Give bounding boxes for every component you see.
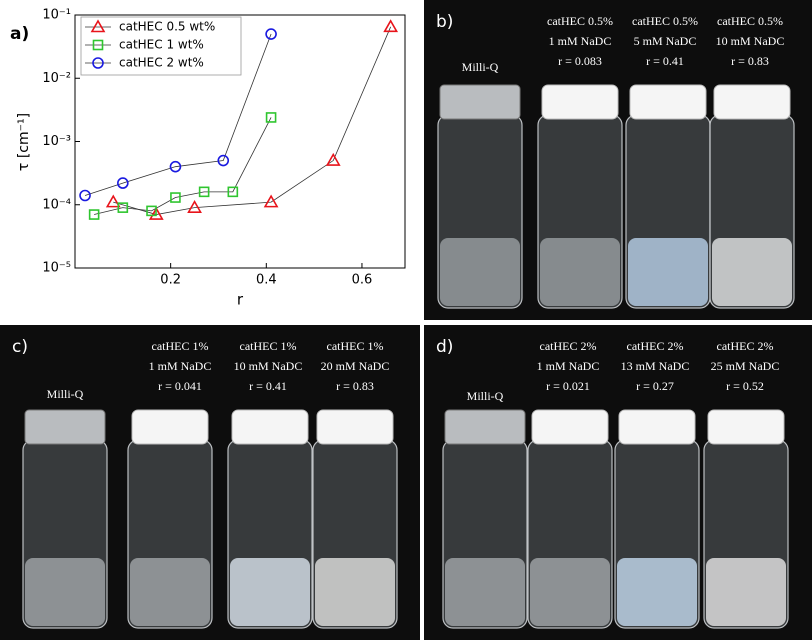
sample-caption: 1 mM NaDC	[549, 34, 612, 48]
panel-label: b)	[436, 12, 453, 32]
vial-cap	[629, 84, 707, 120]
legend-label: catHEC 2 wt%	[119, 56, 204, 70]
reference-label: Milli-Q	[47, 387, 84, 401]
marker	[117, 202, 129, 213]
reference-label: Milli-Q	[462, 60, 499, 74]
sample-caption: catHEC 1%	[152, 339, 209, 353]
sample-caption: r = 0.083	[558, 54, 602, 68]
sample-caption: 10 mM NaDC	[716, 34, 785, 48]
sample-caption: r = 0.83	[731, 54, 769, 68]
vial-liquid	[445, 558, 525, 626]
y-tick-label: 10⁻⁵	[42, 261, 71, 276]
legend-label: catHEC 0.5 wt%	[119, 20, 215, 34]
marker	[117, 177, 129, 189]
vial-cap-foil	[439, 84, 521, 120]
sample-caption: r = 0.52	[726, 379, 764, 393]
series-line	[84, 33, 272, 196]
vial-cap	[707, 409, 785, 445]
sample-caption: 5 mM NaDC	[634, 34, 697, 48]
sample-caption: catHEC 2%	[540, 339, 597, 353]
marker	[170, 192, 181, 203]
panel-label: a)	[10, 24, 29, 44]
sample-caption: 1 mM NaDC	[149, 359, 212, 373]
sample-caption: r = 0.41	[249, 379, 287, 393]
vial-cap-foil	[444, 409, 526, 445]
legend-label: catHEC 1 wt%	[119, 38, 204, 52]
y-tick-label: 10⁻³	[42, 134, 71, 149]
vial-liquid	[25, 558, 105, 626]
marker	[148, 206, 164, 220]
sample-caption: 10 mM NaDC	[234, 359, 303, 373]
vial-liquid	[230, 558, 310, 626]
sample-caption: catHEC 2%	[717, 339, 774, 353]
panel-label: c)	[12, 337, 28, 357]
x-axis-label: r	[237, 291, 244, 309]
vial-liquid	[130, 558, 210, 626]
marker	[92, 57, 104, 69]
vial-liquid	[712, 238, 792, 306]
sample-caption: r = 0.83	[336, 379, 374, 393]
panel-label: d)	[436, 337, 453, 357]
x-tick-label: 0.2	[160, 273, 181, 288]
sample-caption: catHEC 0.5%	[547, 14, 613, 28]
vial-cap	[531, 409, 609, 445]
marker	[90, 19, 106, 33]
vial-liquid	[706, 558, 786, 626]
vial-liquid	[540, 238, 620, 306]
sample-caption: 1 mM NaDC	[537, 359, 600, 373]
marker	[146, 205, 157, 217]
marker	[105, 194, 121, 208]
sample-caption: r = 0.41	[646, 54, 684, 68]
reference-label: Milli-Q	[467, 389, 504, 403]
y-tick-label: 10⁻¹	[42, 8, 71, 23]
series-line	[113, 26, 392, 215]
marker	[227, 186, 239, 198]
marker	[217, 154, 230, 167]
sample-caption: catHEC 1%	[240, 339, 297, 353]
sample-caption: 25 mM NaDC	[711, 359, 780, 373]
vial-cap	[713, 84, 791, 120]
sample-caption: 20 mM NaDC	[321, 359, 390, 373]
vial-cap-foil	[24, 409, 106, 445]
marker	[92, 39, 104, 51]
marker	[187, 200, 202, 213]
vial-liquid	[530, 558, 610, 626]
marker	[169, 160, 182, 173]
vial-cap	[131, 409, 209, 445]
vial-liquid	[315, 558, 395, 626]
sample-caption: catHEC 0.5%	[717, 14, 783, 28]
series-line	[94, 117, 272, 215]
vial-cap	[541, 84, 619, 120]
y-tick-label: 10⁻²	[42, 71, 71, 86]
vial-liquid	[617, 558, 697, 626]
sample-caption: r = 0.021	[546, 379, 590, 393]
sample-caption: catHEC 1%	[327, 339, 384, 353]
marker	[263, 194, 279, 208]
vial-cap	[231, 409, 309, 445]
marker	[79, 189, 91, 202]
marker	[88, 209, 100, 220]
vial-cap	[316, 409, 394, 445]
vial-cap	[618, 409, 696, 445]
y-tick-label: 10⁻⁴	[42, 197, 71, 212]
sample-caption: catHEC 0.5%	[632, 14, 698, 28]
photo-panel: c) Milli-Q catHEC 1% 1 mM NaDC r = 0.041 catH…	[0, 325, 420, 640]
x-tick-label: 0.4	[256, 273, 277, 288]
photo-panel: d) Milli-Q catHEC 2% 1 mM NaDC r = 0.021 catH…	[424, 325, 812, 640]
marker	[325, 152, 341, 166]
x-tick-label: 0.6	[352, 273, 373, 288]
marker	[383, 19, 399, 33]
photo-panel: b) Milli-Q catHEC 0.5% 1 mM NaDC r = 0.083 ca…	[424, 0, 812, 320]
vial-liquid	[440, 238, 520, 306]
sample-caption: catHEC 2%	[627, 339, 684, 353]
marker	[265, 112, 277, 123]
sample-caption: r = 0.041	[158, 379, 202, 393]
sample-caption: r = 0.27	[636, 379, 674, 393]
vial-liquid	[628, 238, 708, 306]
y-axis-label: τ [cm⁻¹]	[16, 113, 32, 171]
sample-caption: 13 mM NaDC	[621, 359, 690, 373]
marker	[265, 28, 277, 40]
marker	[198, 186, 210, 198]
